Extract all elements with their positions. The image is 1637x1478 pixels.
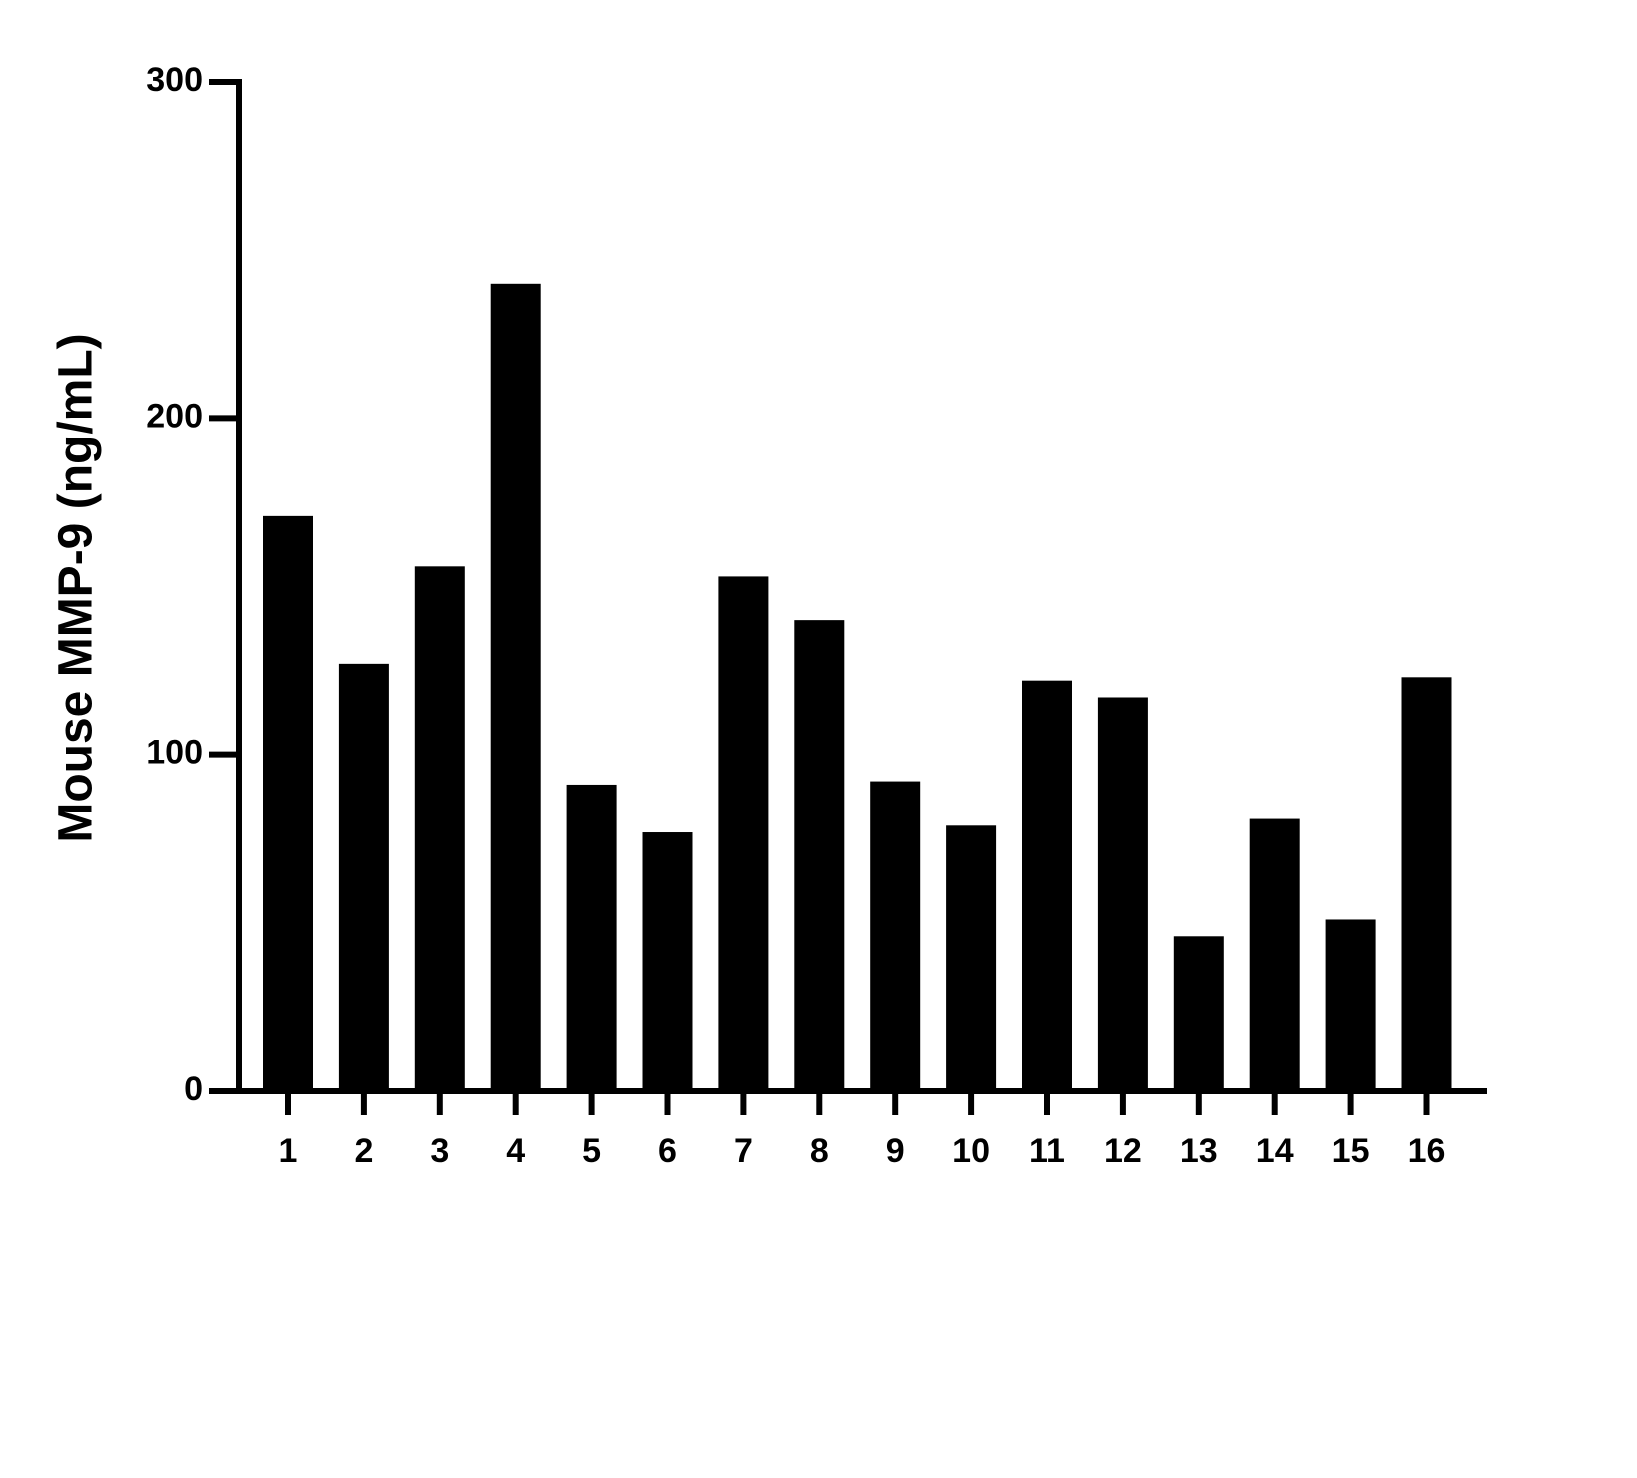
x-tick-label: 8 [810,1132,829,1170]
y-tick-label: 300 [146,61,203,99]
x-tick-label: 15 [1332,1132,1370,1170]
bar [794,620,845,1091]
bar [338,663,389,1091]
x-tick-label: 9 [886,1132,905,1170]
x-tick-label: 4 [506,1132,525,1170]
y-tick-label: 0 [184,1070,203,1108]
y-tick-label: 100 [146,734,203,772]
bar [1097,697,1148,1091]
y-tick-label: 200 [146,397,203,435]
bar [414,566,465,1091]
bar [1401,677,1452,1091]
bar [718,576,769,1091]
bar [642,832,693,1091]
x-tick-label: 2 [354,1132,373,1170]
x-tick-label: 16 [1408,1132,1446,1170]
bar [946,825,997,1091]
x-tick-label: 6 [658,1132,677,1170]
bar [566,784,617,1091]
x-tick-label: 1 [279,1132,298,1170]
bar [1022,680,1072,1091]
x-tick-label: 12 [1104,1132,1142,1170]
bar [263,515,313,1091]
bar [1249,818,1300,1091]
bar [490,283,541,1091]
x-tick-label: 5 [582,1132,601,1170]
bar [1325,919,1376,1091]
x-tick-label: 14 [1256,1132,1294,1170]
y-axis-label: Mouse MMP-9 (ng/mL) [50,333,103,842]
x-tick-label: 3 [430,1132,449,1170]
bar [870,781,921,1091]
x-tick-label: 13 [1180,1132,1218,1170]
bar [1173,936,1224,1091]
x-tick-label: 11 [1029,1132,1065,1170]
x-tick-label: 10 [952,1132,990,1170]
x-tick-label: 7 [734,1132,753,1170]
